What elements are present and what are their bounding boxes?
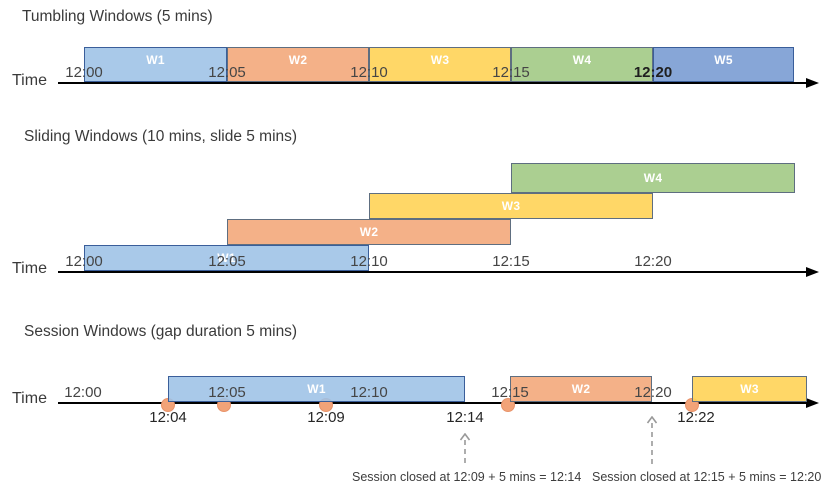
window-label: W2	[288, 53, 308, 67]
sliding-tick-1210: 12:10	[350, 253, 388, 270]
session-window-w2: W2	[510, 376, 652, 402]
tumbling-window-w2: W2	[227, 47, 369, 82]
window-label: W3	[740, 382, 759, 396]
window-label: W4	[643, 171, 663, 185]
session-time-label: Time	[12, 390, 47, 407]
tumbling-tick-1215: 12:15	[492, 64, 530, 81]
session-title: Session Windows (gap duration 5 mins)	[24, 323, 298, 340]
sliding-tick-1220: 12:20	[634, 253, 672, 270]
close-time-1214: 12:14	[446, 409, 484, 426]
tumbling-tick-1205: 12:05	[208, 64, 246, 81]
tumbling-window-w4: W4	[511, 47, 653, 82]
sliding-window-w1: W1	[84, 245, 369, 271]
event-time-1209: 12:09	[307, 409, 345, 426]
sliding-tick-1215: 12:15	[492, 253, 530, 270]
session-tick-1200: 12:00	[64, 384, 102, 401]
session-window-w1: W1	[168, 376, 465, 402]
axis-arrow-icon	[806, 398, 819, 408]
window-label: W3	[430, 53, 450, 67]
window-label: W1	[146, 53, 165, 67]
tumbling-tick-1200: 12:00	[65, 64, 103, 81]
sliding-window-w4: W4	[511, 163, 795, 193]
sliding-window-w2: W2	[227, 219, 511, 245]
window-label: W1	[217, 251, 236, 265]
window-label: W3	[501, 199, 521, 213]
axis-arrow-icon	[806, 267, 819, 277]
sliding-time-axis	[58, 267, 819, 277]
session-tick-1215: 12:15	[491, 384, 529, 401]
session-closed-note-1: Session closed at 12:09 + 5 mins = 12:14	[352, 470, 582, 484]
window-label: W2	[359, 225, 379, 239]
tumbling-title: Tumbling Windows (5 mins)	[22, 8, 213, 25]
tumbling-tick-1210: 12:10	[350, 64, 388, 81]
sliding-tick-1205: 12:05	[208, 253, 246, 270]
tumbling-window-w5: W5	[653, 47, 794, 82]
session-window-w3: W3	[692, 376, 807, 402]
session-tick-1210: 12:10	[350, 384, 388, 401]
session-closed-note-2: Session closed at 12:15 + 5 mins = 12:20	[592, 470, 822, 484]
axis-arrow-icon	[806, 78, 819, 88]
sliding-tick-1200: 12:00	[65, 253, 103, 270]
sliding-time-label: Time	[12, 260, 47, 277]
tumbling-window-w3: W3	[369, 47, 511, 82]
window-label: W5	[714, 53, 733, 67]
annotation-arrow-icon	[646, 415, 658, 469]
session-tick-1205: 12:05	[208, 384, 246, 401]
session-time-axis	[58, 398, 819, 408]
window-label: W1	[307, 382, 326, 396]
event-time-1222: 12:22	[677, 409, 715, 426]
tumbling-tick-1220: 12:20	[633, 64, 673, 81]
tumbling-time-axis	[58, 78, 819, 88]
session-tick-1220: 12:20	[634, 384, 672, 401]
window-label: W2	[571, 382, 591, 396]
tumbling-window-w1: W1	[84, 47, 227, 82]
sliding-title: Sliding Windows (10 mins, slide 5 mins)	[24, 128, 298, 145]
annotation-arrow-icon	[459, 432, 471, 468]
event-time-1204: 12:04	[149, 409, 187, 426]
window-label: W4	[572, 53, 592, 67]
tumbling-time-label: Time	[12, 72, 47, 89]
sliding-window-w3: W3	[369, 193, 653, 219]
